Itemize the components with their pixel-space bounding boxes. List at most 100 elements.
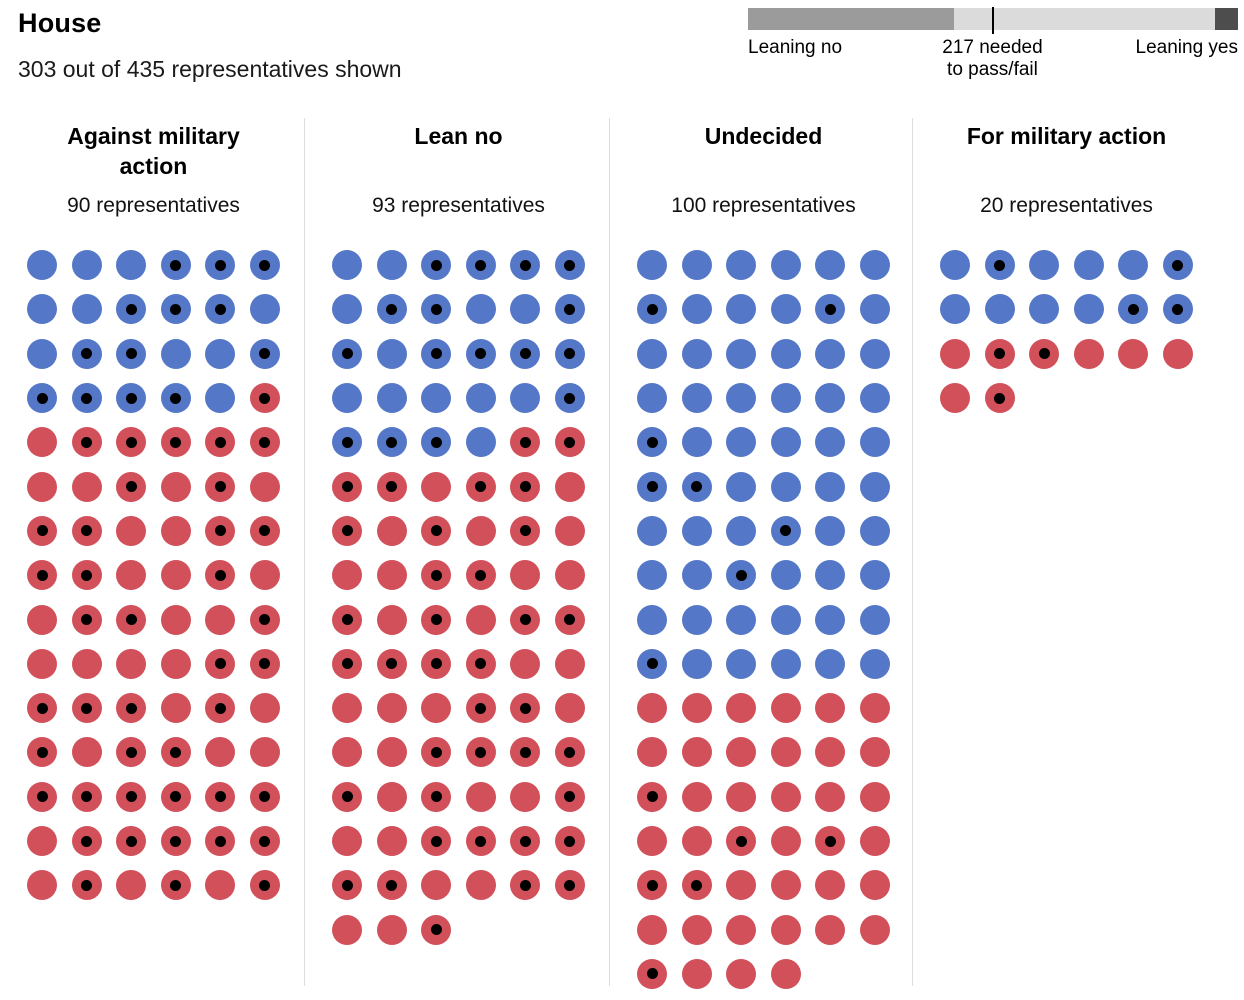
red-representative-dot[interactable] — [205, 870, 236, 901]
red-representative-dot[interactable] — [726, 693, 757, 724]
red-representative-dot[interactable] — [815, 914, 846, 945]
red-representative-dot-marked[interactable] — [160, 826, 191, 856]
blue-representative-dot[interactable] — [726, 338, 757, 369]
red-representative-dot[interactable] — [770, 870, 801, 901]
blue-representative-dot[interactable] — [726, 471, 757, 502]
blue-representative-dot[interactable] — [1118, 250, 1149, 281]
red-representative-dot[interactable] — [940, 383, 971, 414]
red-representative-dot[interactable] — [770, 826, 801, 856]
red-representative-dot[interactable] — [160, 515, 191, 546]
red-representative-dot[interactable] — [815, 737, 846, 768]
red-representative-dot-marked[interactable] — [116, 693, 147, 724]
blue-representative-dot-marked[interactable] — [160, 250, 191, 281]
red-representative-dot-marked[interactable] — [27, 693, 58, 724]
red-representative-dot-marked[interactable] — [554, 604, 585, 635]
blue-representative-dot-marked[interactable] — [116, 383, 147, 414]
red-representative-dot[interactable] — [637, 693, 668, 724]
red-representative-dot-marked[interactable] — [249, 515, 280, 546]
blue-representative-dot-marked[interactable] — [1162, 294, 1193, 325]
red-representative-dot[interactable] — [332, 826, 363, 856]
red-representative-dot[interactable] — [554, 648, 585, 679]
blue-representative-dot-marked[interactable] — [376, 294, 407, 325]
blue-representative-dot[interactable] — [815, 427, 846, 458]
red-representative-dot[interactable] — [27, 427, 58, 458]
red-representative-dot-marked[interactable] — [726, 826, 757, 856]
blue-representative-dot[interactable] — [637, 383, 668, 414]
blue-representative-dot-marked[interactable] — [116, 338, 147, 369]
blue-representative-dot[interactable] — [940, 294, 971, 325]
red-representative-dot[interactable] — [376, 737, 407, 768]
red-representative-dot[interactable] — [249, 693, 280, 724]
red-representative-dot[interactable] — [815, 693, 846, 724]
red-representative-dot-marked[interactable] — [249, 826, 280, 856]
red-representative-dot[interactable] — [681, 826, 712, 856]
blue-representative-dot-marked[interactable] — [815, 294, 846, 325]
blue-representative-dot[interactable] — [815, 471, 846, 502]
red-representative-dot[interactable] — [421, 693, 452, 724]
blue-representative-dot-marked[interactable] — [770, 515, 801, 546]
blue-representative-dot[interactable] — [376, 250, 407, 281]
red-representative-dot-marked[interactable] — [510, 870, 541, 901]
blue-representative-dot[interactable] — [681, 250, 712, 281]
blue-representative-dot[interactable] — [726, 427, 757, 458]
red-representative-dot-marked[interactable] — [249, 781, 280, 812]
blue-representative-dot[interactable] — [681, 427, 712, 458]
red-representative-dot[interactable] — [421, 870, 452, 901]
blue-representative-dot-marked[interactable] — [510, 338, 541, 369]
red-representative-dot-marked[interactable] — [116, 737, 147, 768]
blue-representative-dot[interactable] — [465, 294, 496, 325]
blue-representative-dot[interactable] — [27, 294, 58, 325]
blue-representative-dot[interactable] — [71, 294, 102, 325]
blue-representative-dot[interactable] — [465, 427, 496, 458]
red-representative-dot-marked[interactable] — [510, 604, 541, 635]
red-representative-dot-marked[interactable] — [421, 515, 452, 546]
blue-representative-dot[interactable] — [726, 648, 757, 679]
red-representative-dot-marked[interactable] — [27, 781, 58, 812]
blue-representative-dot[interactable] — [681, 604, 712, 635]
red-representative-dot[interactable] — [1073, 338, 1104, 369]
blue-representative-dot[interactable] — [637, 604, 668, 635]
red-representative-dot-marked[interactable] — [510, 826, 541, 856]
blue-representative-dot-marked[interactable] — [421, 338, 452, 369]
blue-representative-dot[interactable] — [815, 648, 846, 679]
red-representative-dot-marked[interactable] — [205, 781, 236, 812]
red-representative-dot-marked[interactable] — [71, 870, 102, 901]
blue-representative-dot[interactable] — [160, 338, 191, 369]
red-representative-dot[interactable] — [332, 560, 363, 591]
red-representative-dot-marked[interactable] — [27, 515, 58, 546]
blue-representative-dot[interactable] — [815, 250, 846, 281]
blue-representative-dot[interactable] — [726, 515, 757, 546]
red-representative-dot-marked[interactable] — [376, 870, 407, 901]
red-representative-dot-marked[interactable] — [205, 693, 236, 724]
red-representative-dot[interactable] — [859, 737, 890, 768]
blue-representative-dot[interactable] — [859, 250, 890, 281]
blue-representative-dot[interactable] — [681, 294, 712, 325]
red-representative-dot[interactable] — [815, 870, 846, 901]
blue-representative-dot[interactable] — [1073, 250, 1104, 281]
red-representative-dot-marked[interactable] — [510, 427, 541, 458]
blue-representative-dot-marked[interactable] — [71, 383, 102, 414]
red-representative-dot[interactable] — [554, 560, 585, 591]
blue-representative-dot[interactable] — [1029, 250, 1060, 281]
red-representative-dot[interactable] — [116, 870, 147, 901]
red-representative-dot-marked[interactable] — [421, 560, 452, 591]
blue-representative-dot-marked[interactable] — [160, 383, 191, 414]
blue-representative-dot-marked[interactable] — [637, 294, 668, 325]
blue-representative-dot-marked[interactable] — [27, 383, 58, 414]
blue-representative-dot[interactable] — [859, 383, 890, 414]
blue-representative-dot[interactable] — [815, 515, 846, 546]
red-representative-dot-marked[interactable] — [465, 826, 496, 856]
blue-representative-dot[interactable] — [332, 294, 363, 325]
red-representative-dot[interactable] — [160, 560, 191, 591]
red-representative-dot-marked[interactable] — [815, 826, 846, 856]
red-representative-dot[interactable] — [27, 648, 58, 679]
red-representative-dot-marked[interactable] — [160, 781, 191, 812]
red-representative-dot-marked[interactable] — [160, 870, 191, 901]
blue-representative-dot[interactable] — [249, 294, 280, 325]
red-representative-dot-marked[interactable] — [376, 471, 407, 502]
blue-representative-dot-marked[interactable] — [249, 338, 280, 369]
red-representative-dot-marked[interactable] — [71, 781, 102, 812]
red-representative-dot[interactable] — [71, 737, 102, 768]
red-representative-dot[interactable] — [681, 781, 712, 812]
blue-representative-dot[interactable] — [1029, 294, 1060, 325]
